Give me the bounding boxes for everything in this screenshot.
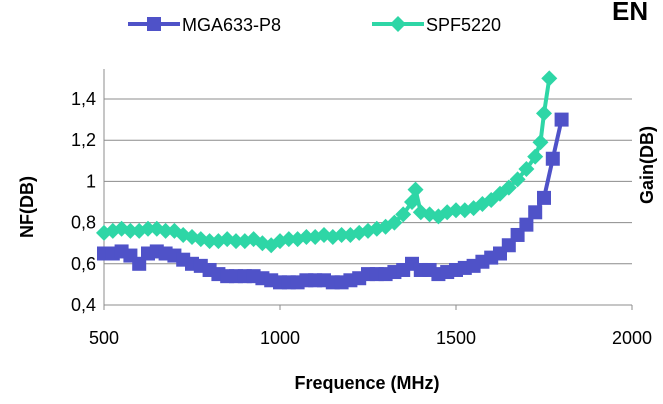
- data-point-spf5220: [228, 233, 244, 250]
- data-point-mga633-p8: [519, 217, 534, 232]
- data-point-mga633-p8: [545, 151, 560, 166]
- data-point-spf5220: [113, 220, 130, 237]
- legend-marker: [147, 17, 161, 31]
- data-point-spf5220: [527, 148, 544, 165]
- data-point-mga633-p8: [554, 112, 569, 127]
- data-point-spf5220: [140, 220, 156, 237]
- y-tick-label: 0,4: [71, 295, 96, 315]
- cropped-heading-fragment: EN: [612, 0, 648, 26]
- legend-label-mga633-p8: MGA633-P8: [182, 15, 281, 35]
- x-tick-label: 500: [89, 328, 119, 348]
- legend: MGA633-P8 SPF5220: [128, 15, 501, 35]
- x-axis-title: Frequence (MHz): [294, 373, 439, 393]
- data-point-spf5220: [386, 214, 403, 231]
- data-point-spf5220: [518, 161, 535, 178]
- legend-entry-mga633-p8: [128, 17, 180, 31]
- data-point-spf5220: [536, 105, 552, 122]
- data-point-spf5220: [407, 181, 424, 198]
- data-point-spf5220: [122, 222, 139, 239]
- data-point-spf5220: [298, 229, 315, 246]
- y-tick-label: 1: [86, 171, 96, 191]
- series-layer: [96, 70, 569, 290]
- axes: [103, 69, 633, 310]
- data-point-spf5220: [157, 222, 174, 239]
- series-line-spf5220: [103, 78, 552, 248]
- secondary-y-axis-title: Gain(DB): [637, 126, 657, 204]
- data-point-spf5220: [448, 202, 464, 219]
- series-spf5220: [96, 70, 558, 254]
- data-point-spf5220: [201, 233, 218, 250]
- y-axis-title: NF(DB): [17, 176, 37, 238]
- tick-labels: 0,4 0,6 0,8 1 1,2 1,4 500 1000 1500 2000: [71, 89, 652, 348]
- y-tick-label: 1,4: [71, 89, 96, 109]
- x-tick-label: 1500: [436, 328, 476, 348]
- series-mga633-p8: [97, 112, 569, 290]
- legend-entry-spf5220: [372, 16, 424, 32]
- data-point-spf5220: [532, 134, 549, 151]
- legend-label-spf5220: SPF5220: [426, 15, 501, 35]
- data-point-spf5220: [541, 70, 558, 87]
- data-point-spf5220: [280, 231, 297, 248]
- y-tick-label: 0,6: [71, 254, 96, 274]
- data-point-spf5220: [500, 179, 517, 196]
- data-point-spf5220: [404, 194, 420, 210]
- data-point-spf5220: [509, 171, 526, 188]
- y-tick-label: 1,2: [71, 130, 96, 150]
- data-point-spf5220: [395, 206, 412, 223]
- y-tick-label: 0,8: [71, 213, 96, 233]
- legend-marker: [390, 16, 406, 32]
- x-tick-label: 1000: [260, 328, 300, 348]
- x-tick-label: 2000: [612, 328, 652, 348]
- data-point-spf5220: [333, 226, 350, 243]
- data-point-mga633-p8: [528, 205, 543, 220]
- data-point-mga633-p8: [537, 190, 551, 205]
